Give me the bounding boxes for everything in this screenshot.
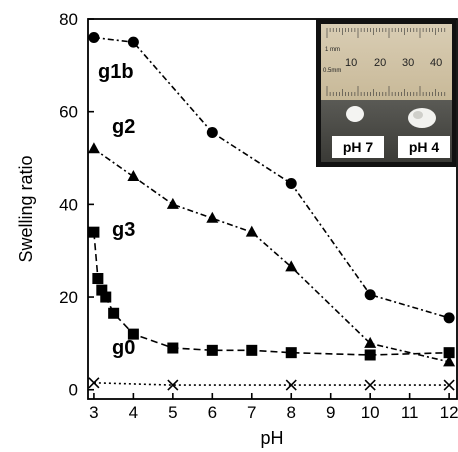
data-point-g2 [245, 225, 258, 237]
series-line-g3 [93, 232, 450, 356]
data-point-g0 [285, 379, 297, 391]
y-tick-label: 60 [59, 103, 78, 122]
inset-label-ph4: pH 4 [409, 139, 440, 155]
inset-label-box-ph4 [398, 136, 450, 158]
data-point-g1b [88, 32, 100, 44]
x-tick-label: 5 [168, 403, 177, 422]
data-point-g0 [167, 379, 179, 391]
y-tick-label: 80 [59, 10, 78, 29]
data-point-g3 [364, 349, 376, 361]
series-label-g3: g3 [112, 219, 135, 241]
data-point-g1b [364, 289, 376, 301]
x-tick-label: 12 [440, 403, 458, 422]
data-point-g2 [206, 211, 219, 223]
data-point-g1b [443, 312, 455, 324]
gel-sample-ph4 [408, 108, 436, 128]
data-point-g3 [127, 328, 139, 340]
data-point-g3 [285, 347, 297, 359]
ruler-number: 10 [345, 57, 357, 69]
y-tick-label: 20 [59, 288, 78, 307]
data-point-g3 [206, 344, 218, 356]
data-point-g2 [87, 142, 100, 154]
inset-label-box-ph7 [332, 136, 384, 158]
data-point-g1b [127, 36, 139, 48]
gel-sample-ph4-detail [413, 111, 423, 119]
data-point-g0 [88, 377, 100, 389]
x-tick-label: 4 [129, 403, 138, 422]
plot-frame [87, 18, 458, 400]
data-point-g3 [100, 291, 112, 303]
ruler-number: 20 [374, 57, 386, 69]
data-point-g2 [364, 336, 377, 348]
x-axis-title: pH [260, 428, 283, 448]
ruler-unit-mm: 1 mm [325, 47, 340, 53]
data-point-g2 [285, 260, 298, 272]
data-point-g3 [443, 347, 455, 359]
series-label-g2: g2 [112, 116, 135, 138]
inset-photo: 1 mm 0.5mm 10 20 30 40 pH 7 pH 4 [316, 19, 456, 167]
y-axis-title: Swelling ratio [16, 155, 36, 262]
data-point-g3 [167, 342, 179, 354]
series-label-g1b: g1b [98, 61, 134, 83]
data-point-g1b [285, 178, 297, 190]
y-tick-label: 0 [69, 381, 78, 400]
ruler-number: 40 [430, 57, 442, 69]
ruler-unit-half-mm: 0.5mm [323, 68, 341, 74]
marker-layer [87, 32, 456, 391]
x-tick-label: 9 [326, 403, 335, 422]
series-line-g2 [93, 148, 450, 363]
data-point-g3 [246, 344, 258, 356]
ruler-number: 30 [402, 57, 414, 69]
gel-sample-ph7 [346, 106, 364, 122]
data-point-g3 [92, 273, 104, 285]
ruler-ticks [326, 28, 446, 96]
series-line-g1b [93, 36, 450, 319]
series-label-g0: g0 [112, 337, 135, 359]
y-tick-label: 40 [59, 195, 78, 214]
inset-label-ph7: pH 7 [343, 139, 374, 155]
data-point-g2 [443, 355, 456, 367]
data-point-g0 [443, 379, 455, 391]
x-tick-label: 7 [247, 403, 256, 422]
x-tick-label: 10 [361, 403, 380, 422]
data-point-g1b [206, 127, 218, 139]
x-tick-label: 6 [208, 403, 217, 422]
series-line-g0 [93, 382, 450, 386]
x-tick-label: 11 [401, 403, 419, 422]
data-point-g2 [127, 170, 140, 182]
axes-layer: 0 20 40 60 80 3 4 5 6 7 8 9 10 11 12 [59, 10, 458, 422]
x-tick-label: 3 [89, 403, 98, 422]
x-tick-label: 8 [287, 403, 296, 422]
data-point-g3 [108, 307, 120, 319]
data-point-g0 [364, 379, 376, 391]
data-point-g2 [166, 197, 179, 209]
data-point-g3 [96, 284, 108, 296]
inset-ruler-photo [321, 24, 452, 100]
data-point-g3 [88, 226, 100, 238]
